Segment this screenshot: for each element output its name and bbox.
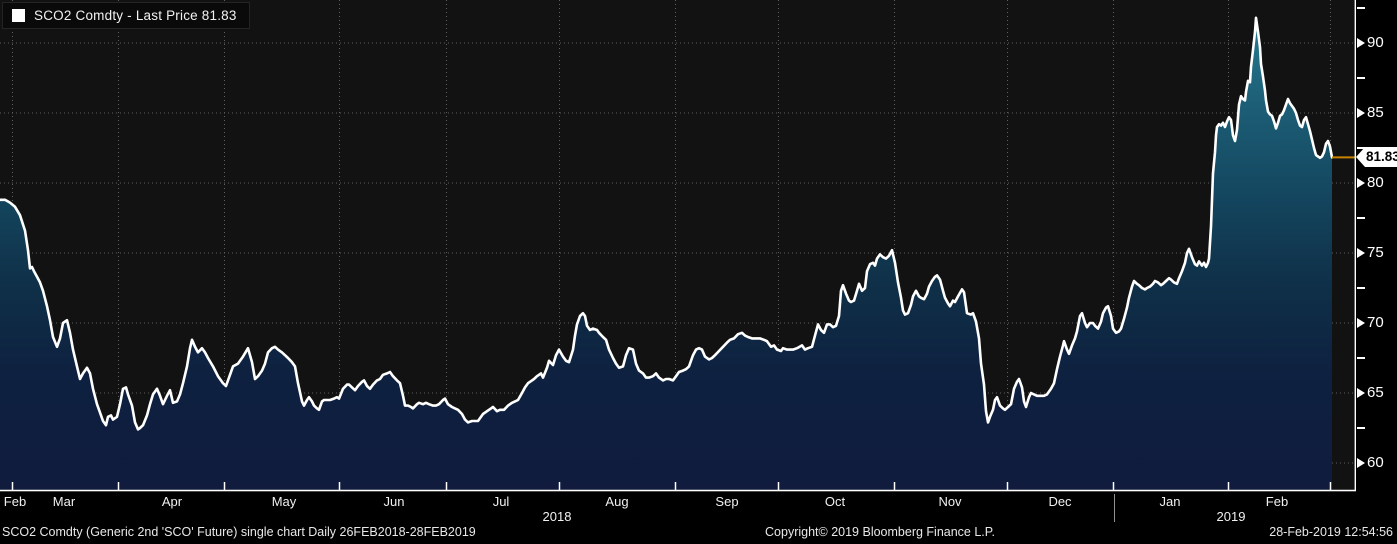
y-axis-label: 90 [1367, 34, 1384, 51]
y-tick-arrow-icon [1357, 38, 1365, 48]
y-tick-arrow-icon [1357, 178, 1365, 188]
footer-bar: SCO2 Comdty (Generic 2nd 'SCO' Future) s… [0, 522, 1397, 544]
y-tick-arrow-icon [1357, 318, 1365, 328]
legend-swatch-icon [12, 9, 25, 22]
x-axis-month-label: Jul [492, 494, 510, 509]
year-separator [1114, 494, 1115, 524]
y-axis-label: 65 [1367, 384, 1384, 401]
price-line [0, 16, 1334, 431]
y-minor-tick [1357, 217, 1365, 219]
y-axis-label: 75 [1367, 244, 1384, 261]
y-tick-arrow-icon [1357, 108, 1365, 118]
last-price-tag: 81.83 [1356, 147, 1397, 168]
footer-chart-description: SCO2 Comdty (Generic 2nd 'SCO' Future) s… [2, 525, 476, 539]
x-axis-month-label: Oct [824, 494, 846, 509]
y-minor-tick [1357, 357, 1365, 359]
x-axis-month-label: Feb [3, 494, 27, 509]
price-area-fill [0, 17, 1332, 491]
price-tag-notch-icon [1356, 147, 1365, 168]
y-tick-arrow-icon [1357, 248, 1365, 258]
x-axis-month-label: Dec [1048, 494, 1072, 509]
legend[interactable]: SCO2 Comdty - Last Price 81.83 [2, 2, 250, 29]
y-axis-label: 80 [1367, 174, 1384, 191]
y-axis-label: 60 [1367, 454, 1384, 471]
x-axis-year-label: 2019 [1216, 509, 1246, 524]
y-minor-tick [1357, 7, 1365, 9]
footer-copyright: Copyright© 2019 Bloomberg Finance L.P. [765, 525, 995, 539]
y-tick-arrow-icon [1357, 458, 1365, 468]
y-minor-tick [1357, 77, 1365, 79]
y-axis-label: 85 [1367, 104, 1384, 121]
x-axis-month-label: Jun [383, 494, 405, 509]
x-axis-month-label: Sep [715, 494, 739, 509]
x-axis-month-label: May [271, 494, 297, 509]
x-axis-month-label: Aug [605, 494, 629, 509]
price-chart [0, 0, 1356, 492]
x-axis-month-label: Nov [938, 494, 962, 509]
x-axis-month-label: Feb [1265, 494, 1289, 509]
footer-timestamp: 28-Feb-2019 12:54:56 [1269, 525, 1393, 539]
x-axis-month-label: Apr [161, 494, 183, 509]
price-tag-value: 81.83 [1365, 147, 1397, 168]
y-axis-label: 70 [1367, 314, 1384, 331]
y-minor-tick [1357, 287, 1365, 289]
y-minor-tick [1357, 427, 1365, 429]
x-axis-year-label: 2018 [542, 509, 572, 524]
x-axis-month-label: Mar [52, 494, 76, 509]
y-axis: 90 85 80 75 70 65 60 [1356, 0, 1397, 492]
y-tick-arrow-icon [1357, 388, 1365, 398]
legend-label: SCO2 Comdty - Last Price 81.83 [34, 8, 237, 23]
plot-area [0, 0, 1356, 492]
x-axis-month-label: Jan [1159, 494, 1181, 509]
